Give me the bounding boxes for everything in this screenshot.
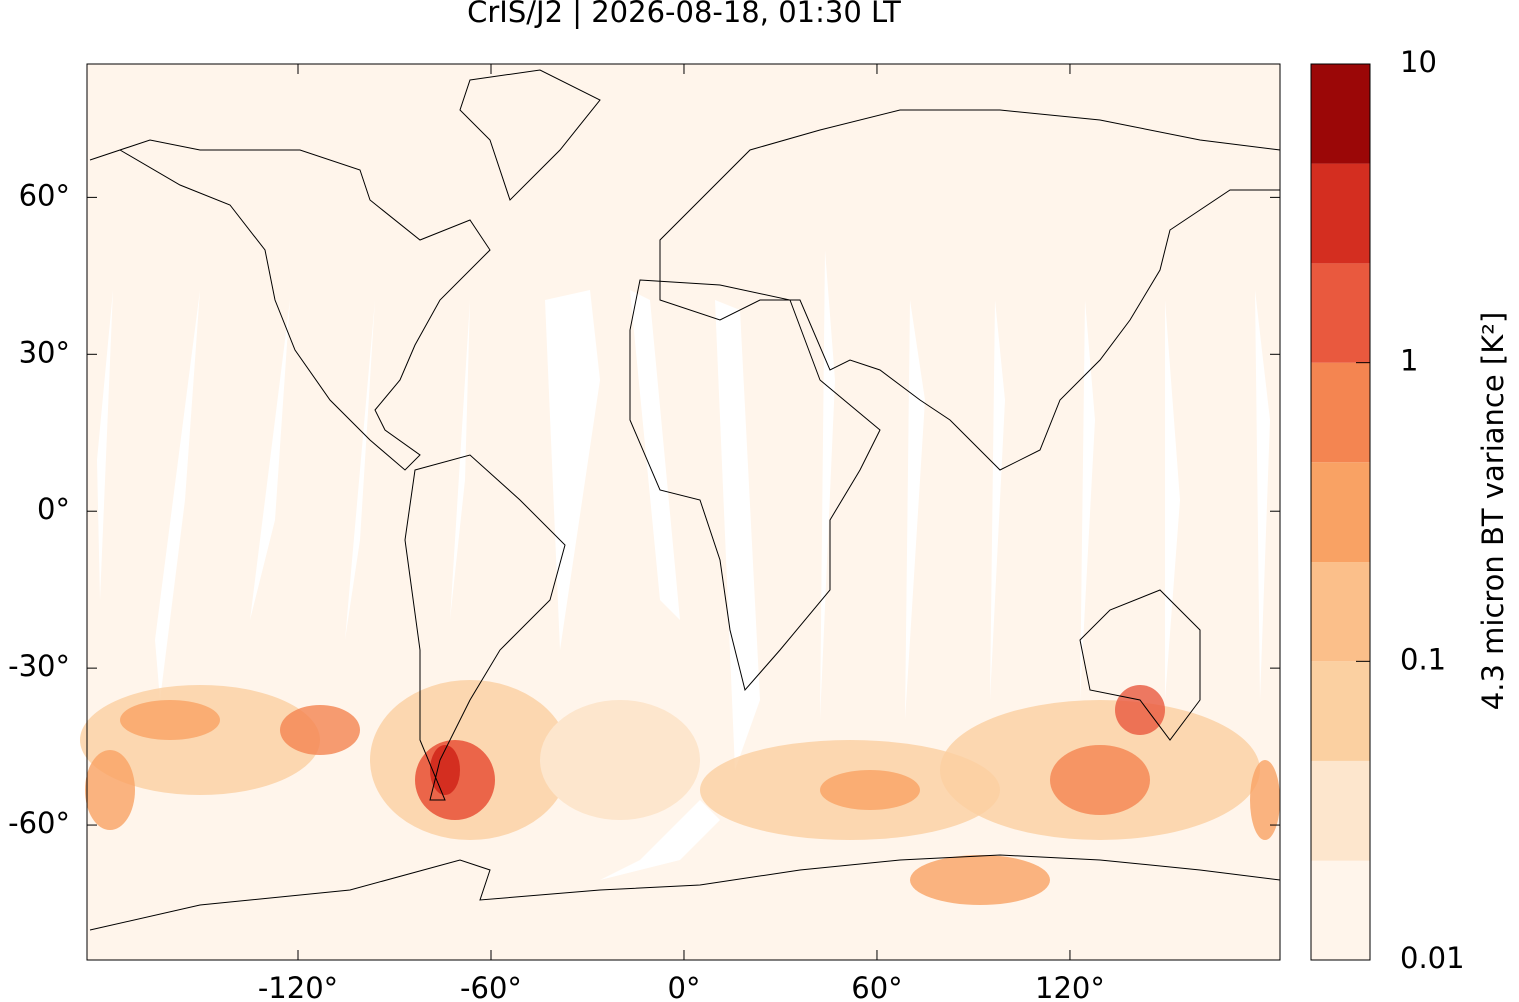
colorbar-band — [1311, 263, 1370, 363]
colorbar-band — [1311, 562, 1370, 662]
variance-patches — [80, 680, 1280, 905]
x-tick-label: -120° — [258, 971, 338, 1002]
x-tick-label: 120° — [1035, 971, 1105, 1002]
y-tick-label: -60° — [8, 806, 70, 840]
y-tick-label: 60° — [19, 178, 70, 212]
y-tick-label: 30° — [19, 335, 70, 369]
colorbar-tick-label: 1 — [1400, 344, 1418, 378]
colorbar-tick-label: 0.01 — [1400, 941, 1465, 975]
x-tick-label: -60° — [460, 971, 522, 1002]
colorbar-band — [1311, 462, 1370, 563]
colorbar-band — [1311, 362, 1370, 463]
swath-gaps — [97, 250, 1270, 880]
colorbar-frame — [1310, 63, 1371, 961]
colorbar-band — [1311, 760, 1370, 861]
map-title: CrIS/J2 | 2026-08-18, 01:30 LT — [467, 0, 901, 29]
map-field — [80, 63, 1281, 961]
colorbar-label: 4.3 micron BT variance [K²] — [1476, 312, 1510, 710]
x-tick-label: 60° — [851, 971, 902, 1002]
colorbar-tick-label: 0.1 — [1400, 642, 1446, 676]
x-tick-label: 0° — [668, 971, 701, 1002]
colorbar-band — [1311, 64, 1370, 164]
colorbar-band — [1311, 860, 1370, 960]
colorbar-tick-label: 10 — [1400, 45, 1437, 79]
y-tick-label: -30° — [8, 649, 70, 683]
colorbar-band — [1311, 163, 1370, 264]
y-tick-label: 0° — [37, 492, 70, 526]
colorbar-band — [1311, 661, 1370, 761]
coastlines — [89, 69, 1281, 931]
